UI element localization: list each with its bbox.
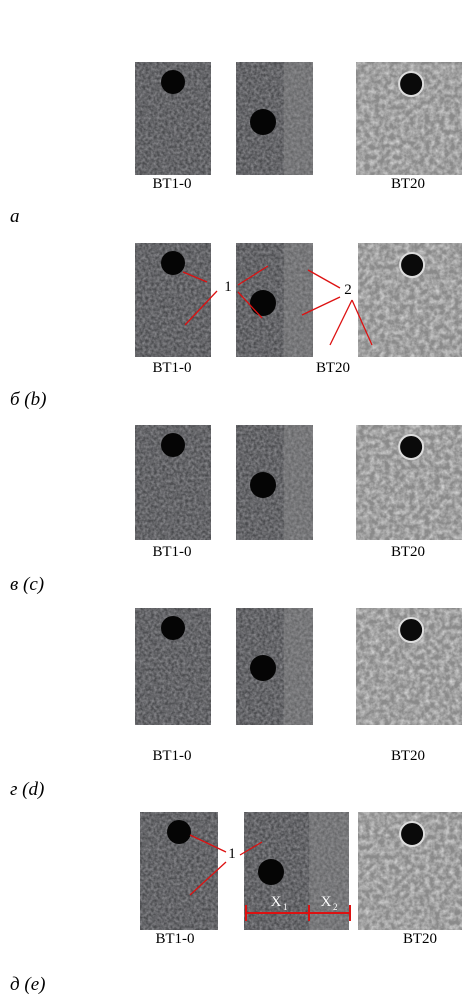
hole [400,822,424,846]
hole [250,655,276,681]
sample-label: ВТ20 [403,931,437,947]
hole [400,253,424,277]
annotation-sub: 1 [283,902,288,912]
sample-photo [358,243,462,357]
annotation: 1 [224,279,232,295]
sample-label: ВТ20 [316,360,350,376]
sample-label: ВТ20 [391,544,425,560]
hole [161,251,185,275]
hole [399,435,423,459]
hole [399,618,423,642]
hole [161,616,185,640]
panel-label: в (c) [10,574,44,595]
sample-photo [135,62,211,175]
sample-photo [135,608,211,725]
sample-photo [358,812,462,930]
pointer-line [330,300,352,345]
sample-photo [236,608,313,725]
figure: ВТ1-0 ВТ20 а ВТ1-0 ВТ20 б (b) 1 2 ВТ1-0 ВТ20 в (c)… [0,0,467,999]
panel-label: г (d) [10,779,44,800]
hole [250,472,276,498]
hole [250,290,276,316]
sample-photo [140,812,218,930]
weld-zone [284,243,313,357]
sample-photo [236,243,313,357]
weld-zone [284,62,313,175]
annotation-sub: 2 [333,902,338,912]
sample-photo [236,425,313,540]
weld-zone [284,425,313,540]
sample-label: ВТ20 [391,748,425,764]
annotation: 1 [228,846,236,862]
hole [399,72,423,96]
hole [161,70,185,94]
annotation: X [271,894,282,910]
hole [167,820,191,844]
sample-label: ВТ1-0 [153,176,192,192]
sample-label: ВТ1-0 [156,931,195,947]
sample-photo [356,608,462,725]
hole [250,109,276,135]
hole [258,859,284,885]
sample-photo [356,62,462,175]
sample-label: ВТ20 [391,176,425,192]
sample-label: ВТ1-0 [153,360,192,376]
sample-photo [135,425,211,540]
sample-photo [135,243,211,357]
sample-label: ВТ1-0 [153,544,192,560]
panel-label: д (e) [10,974,45,995]
sample-photo [236,62,313,175]
panel-label: б (b) [10,389,46,410]
annotation: 2 [344,282,352,298]
sample-photo [356,425,462,540]
weld-zone [284,608,313,725]
annotation: X [321,894,332,910]
panel-label: а [10,206,20,227]
sample-label: ВТ1-0 [153,748,192,764]
hole [161,433,185,457]
